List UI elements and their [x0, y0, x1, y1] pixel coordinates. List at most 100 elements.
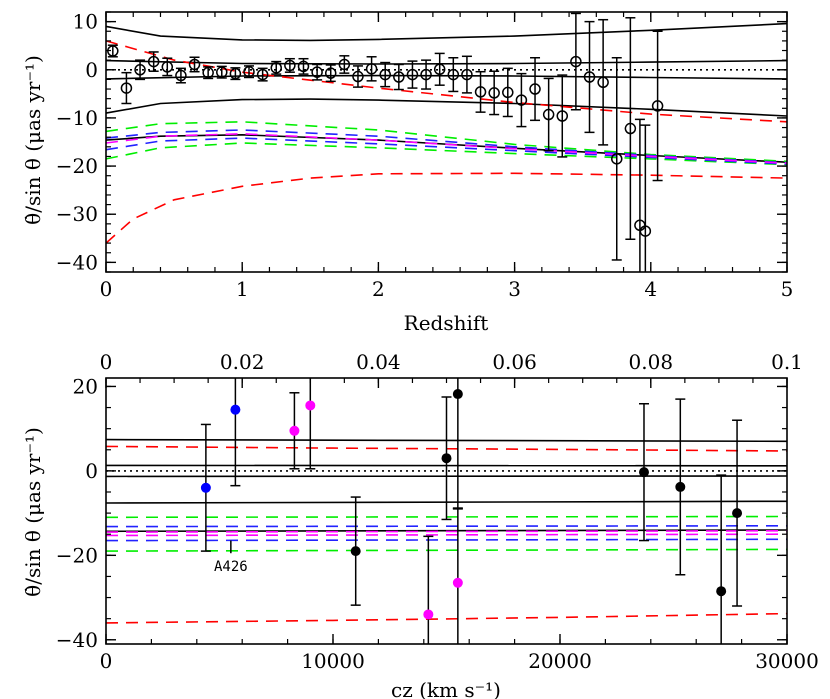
data-point — [556, 110, 569, 122]
data-point — [447, 68, 460, 81]
y-tick-label: −10 — [56, 106, 98, 130]
top-x-tick-label: 0.02 — [220, 350, 265, 374]
data-point — [542, 108, 555, 121]
data-point — [611, 153, 623, 165]
data-point — [488, 87, 500, 99]
data-point — [230, 404, 241, 415]
data-point — [134, 64, 146, 76]
x-tick-label: 1 — [236, 277, 249, 301]
dashed-blue-curve-1 — [105, 538, 788, 542]
dashed-green-curve-1 — [105, 142, 788, 166]
data-point — [638, 467, 649, 478]
data-point — [352, 70, 364, 83]
top-x-tick-label: 0.04 — [356, 350, 401, 374]
data-point — [529, 83, 541, 95]
data-point — [311, 66, 323, 78]
data-point — [175, 69, 187, 82]
top-xlabel: Redshift — [404, 311, 489, 335]
top-ylabel: θ̇/sin θ (μas yr⁻¹) — [21, 55, 45, 225]
data-point — [324, 67, 337, 79]
data-point — [270, 62, 282, 74]
y-tick-label: −40 — [56, 628, 98, 652]
solid-black-curve-1 — [105, 59, 788, 65]
dashed-blue-curve-1 — [105, 137, 788, 165]
data-point — [289, 425, 300, 436]
dashed-red-curve-1 — [105, 172, 788, 244]
data-point — [107, 45, 119, 57]
data-point — [716, 586, 727, 597]
y-tick-label: −20 — [56, 543, 98, 567]
plot-frame — [105, 11, 788, 273]
data-point — [200, 482, 211, 493]
top-x-tick-label: 0.08 — [629, 350, 674, 374]
top-x-tick-label: 0.1 — [771, 350, 803, 374]
data-point — [216, 66, 228, 78]
data-point — [474, 86, 487, 98]
data-point — [338, 58, 351, 71]
x-tick-label: 4 — [644, 277, 657, 301]
data-point — [732, 508, 743, 519]
bottom-ylabel: θ̇/sin θ (μas yr⁻¹) — [21, 427, 45, 597]
dashed-blue-curve-0 — [105, 129, 788, 164]
data-point — [297, 60, 310, 73]
y-tick-label: 10 — [73, 10, 98, 34]
solid-black-curve-0 — [105, 22, 788, 42]
y-tick-label: −30 — [56, 202, 98, 226]
data-point — [393, 71, 405, 83]
data-point — [379, 68, 391, 81]
data-point — [229, 67, 242, 80]
bottom-xlabel: cz (km s⁻¹) — [391, 678, 501, 699]
dashed-magenta-curve-0 — [105, 132, 788, 164]
data-point — [147, 55, 160, 68]
data-point — [433, 63, 446, 76]
data-point — [188, 58, 201, 71]
dashed-magenta-curve-0 — [105, 530, 788, 533]
data-point — [305, 400, 316, 411]
data-point — [570, 55, 582, 68]
data-point — [461, 68, 473, 81]
data-point — [256, 68, 269, 81]
dashed-magenta-curve-1 — [105, 533, 788, 537]
data-point — [420, 68, 432, 81]
dashed-red-curve-0 — [105, 40, 788, 123]
x-tick-label: 10000 — [301, 649, 365, 673]
y-tick-label: −40 — [56, 250, 98, 274]
data-point — [597, 76, 609, 89]
y-tick-label: −20 — [56, 154, 98, 178]
data-point — [350, 546, 361, 557]
x-tick-label: 0 — [100, 277, 113, 301]
x-tick-label: 30000 — [755, 649, 819, 673]
data-point — [441, 453, 452, 464]
x-tick-label: 0 — [100, 649, 113, 673]
y-tick-label: 20 — [73, 374, 98, 398]
data-point — [452, 389, 463, 400]
top-x-tick-label: 0 — [100, 350, 113, 374]
data-point — [161, 61, 174, 73]
y-tick-label: 0 — [85, 58, 98, 82]
data-point — [583, 71, 596, 83]
data-point — [406, 68, 419, 81]
data-point — [639, 225, 652, 237]
top-panel: 0 1 2 3 4 5 10 0 −10 −20 −30 −40 — [56, 10, 794, 301]
x-tick-label: 3 — [508, 277, 521, 301]
x-tick-label: 2 — [372, 277, 385, 301]
annotation-label: A426 — [214, 559, 248, 575]
dashed-blue-curve-0 — [105, 525, 788, 528]
data-point — [284, 59, 296, 72]
data-point — [675, 481, 686, 492]
data-point — [202, 66, 214, 79]
x-tick-label: 20000 — [528, 649, 592, 673]
data-point — [502, 86, 514, 99]
data-point — [365, 63, 378, 75]
y-tick-label: 0 — [85, 459, 98, 483]
data-point — [515, 94, 528, 106]
dashed-green-curve-1 — [105, 548, 788, 552]
dashed-red-curve-1 — [105, 612, 788, 624]
data-point — [624, 122, 637, 135]
data-point — [651, 100, 664, 112]
solid-black-curve-3 — [105, 98, 788, 117]
dashed-green-curve-0 — [105, 120, 788, 163]
top-x-tick-label: 0.06 — [492, 350, 537, 374]
